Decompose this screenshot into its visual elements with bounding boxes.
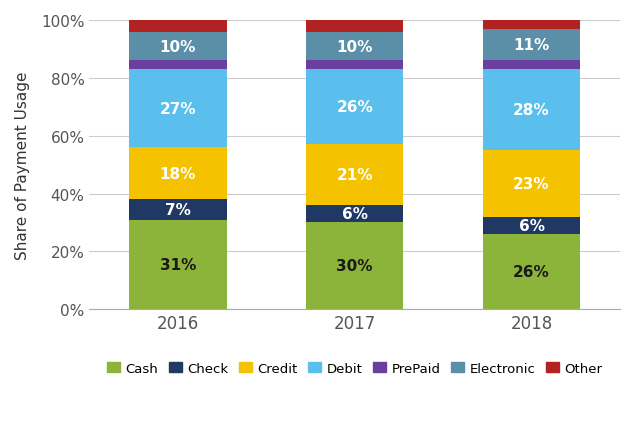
Bar: [306, 223, 403, 309]
Bar: [129, 220, 227, 309]
Bar: [483, 151, 580, 217]
Bar: [306, 70, 403, 145]
Text: 26%: 26%: [337, 100, 373, 115]
Bar: [483, 61, 580, 70]
Text: 10%: 10%: [337, 40, 373, 55]
Bar: [129, 21, 227, 32]
Text: 10%: 10%: [160, 40, 196, 55]
Text: 18%: 18%: [160, 167, 196, 181]
Text: 6%: 6%: [342, 207, 368, 222]
Bar: [483, 70, 580, 151]
Text: 31%: 31%: [160, 257, 196, 272]
Bar: [129, 148, 227, 200]
Text: 6%: 6%: [518, 218, 545, 233]
Text: 28%: 28%: [513, 103, 550, 118]
Legend: Cash, Check, Credit, Debit, PrePaid, Electronic, Other: Cash, Check, Credit, Debit, PrePaid, Ele…: [102, 357, 608, 380]
Bar: [483, 234, 580, 309]
Text: 27%: 27%: [159, 101, 196, 116]
Text: 26%: 26%: [513, 265, 550, 279]
Bar: [306, 21, 403, 32]
Bar: [129, 200, 227, 220]
Bar: [129, 70, 227, 148]
Bar: [129, 32, 227, 61]
Bar: [306, 32, 403, 61]
Y-axis label: Share of Payment Usage: Share of Payment Usage: [15, 71, 30, 259]
Text: 7%: 7%: [165, 202, 191, 217]
Bar: [483, 29, 580, 61]
Text: 21%: 21%: [337, 168, 373, 183]
Bar: [483, 217, 580, 234]
Text: 11%: 11%: [513, 38, 550, 53]
Text: 30%: 30%: [337, 259, 373, 273]
Text: 23%: 23%: [513, 176, 550, 191]
Bar: [306, 61, 403, 70]
Bar: [306, 145, 403, 206]
Bar: [483, 21, 580, 29]
Bar: [129, 61, 227, 70]
Bar: [306, 206, 403, 223]
